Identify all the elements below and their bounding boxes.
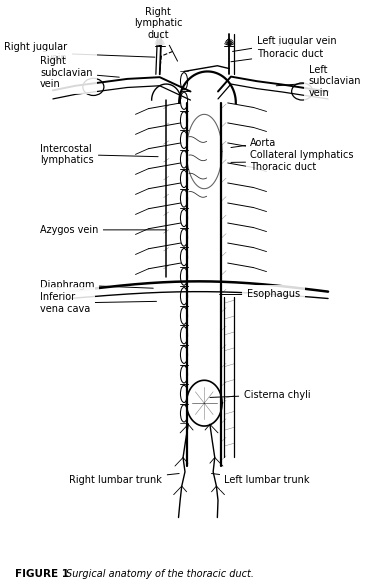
- Text: Left
subclavian
vein: Left subclavian vein: [276, 65, 361, 98]
- Text: Surgical anatomy of the thoracic duct.: Surgical anatomy of the thoracic duct.: [66, 569, 254, 579]
- Text: Left lumbar trunk: Left lumbar trunk: [212, 474, 310, 485]
- Text: FIGURE 1: FIGURE 1: [15, 569, 69, 579]
- Text: Esophagus: Esophagus: [220, 290, 300, 300]
- Text: Right
lymphatic
duct: Right lymphatic duct: [134, 7, 183, 61]
- Text: Collateral lymphatics
Thoracic duct: Collateral lymphatics Thoracic duct: [231, 151, 354, 172]
- Text: Aorta: Aorta: [231, 138, 277, 148]
- Text: Intercostal
lymphatics: Intercostal lymphatics: [40, 144, 158, 165]
- Text: Diaphragm: Diaphragm: [40, 280, 153, 290]
- Text: Inferior
vena cava: Inferior vena cava: [40, 292, 156, 314]
- Text: Thoracic duct: Thoracic duct: [231, 48, 323, 62]
- Text: Right
subclavian
vein: Right subclavian vein: [40, 56, 119, 89]
- Text: Right jugular
vein: Right jugular vein: [4, 42, 155, 64]
- Text: Cisterna chyli: Cisterna chyli: [210, 390, 311, 399]
- Text: Right lumbar trunk: Right lumbar trunk: [69, 474, 179, 485]
- Text: Left jugular vein: Left jugular vein: [233, 36, 336, 51]
- Text: Azygos vein: Azygos vein: [40, 225, 166, 235]
